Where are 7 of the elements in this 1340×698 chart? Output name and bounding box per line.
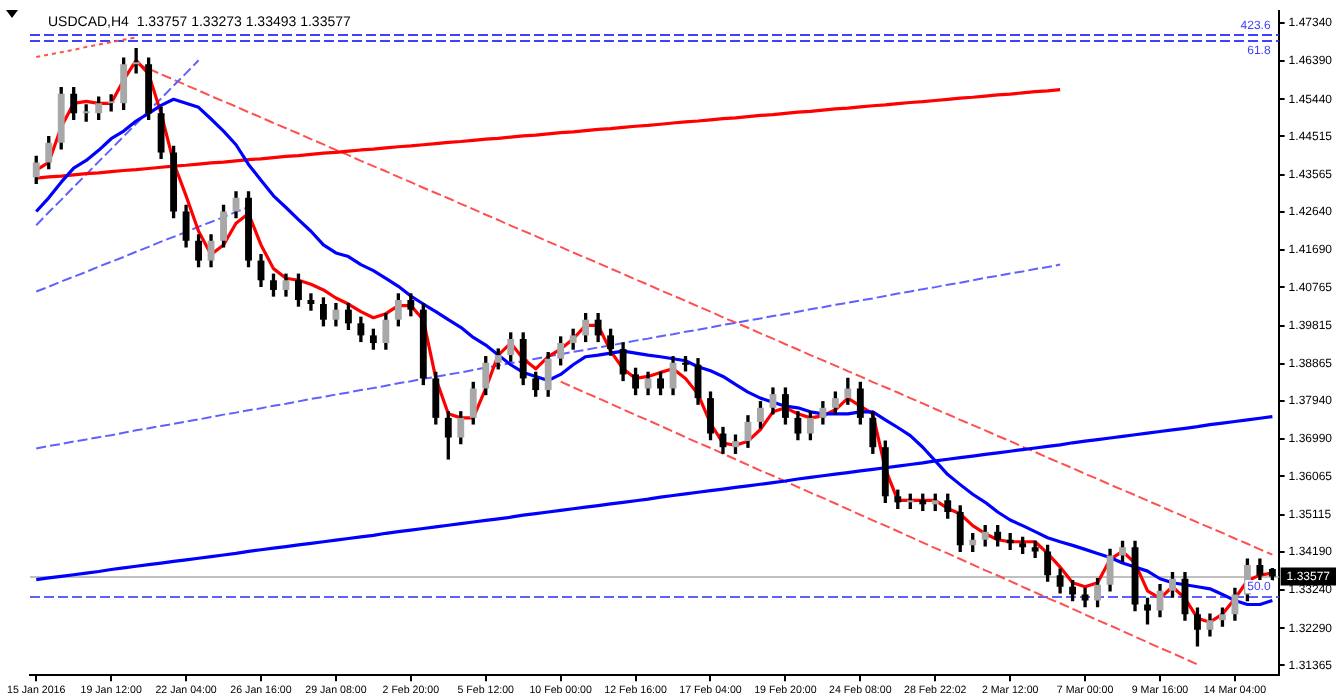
line-series	[35, 59, 200, 227]
candlestick	[1031, 540, 1039, 559]
line-series	[135, 62, 1274, 556]
line-series	[559, 380, 1199, 666]
candlestick	[132, 47, 140, 74]
line-series	[35, 36, 138, 59]
line-series	[35, 263, 1062, 450]
